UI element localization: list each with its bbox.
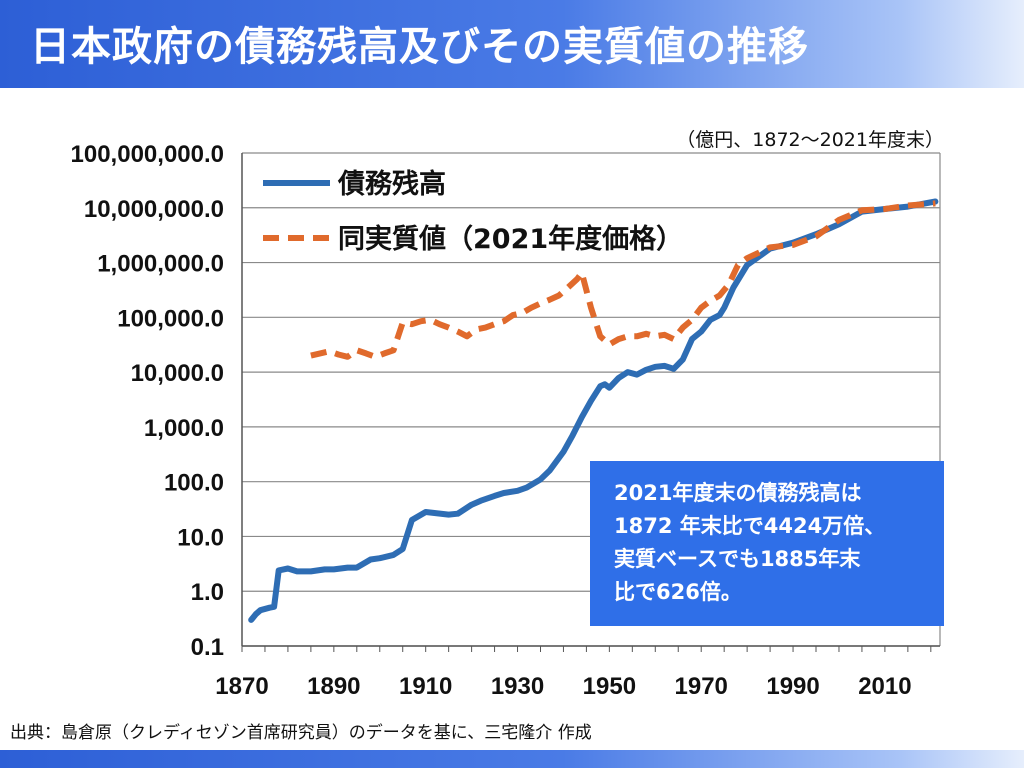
legend-label: 同実質値（2021年度価格） xyxy=(338,223,683,255)
x-tick-label: 1970 xyxy=(675,673,728,700)
x-tick-label: 2010 xyxy=(858,673,911,700)
x-tick-label: 1910 xyxy=(399,673,452,700)
x-tick-label: 1950 xyxy=(583,673,636,700)
y-tick-label: 1.0 xyxy=(191,579,224,606)
callout-line: 比で626倍。 xyxy=(614,580,742,604)
y-tick-label: 1,000.0 xyxy=(144,415,224,442)
x-tick-label: 1870 xyxy=(215,673,268,700)
y-tick-label: 10.0 xyxy=(177,524,224,551)
y-tick-label: 100,000.0 xyxy=(117,305,224,332)
legend-label: 債務残高 xyxy=(337,168,446,200)
series-line-real xyxy=(310,200,936,360)
series-layer xyxy=(248,198,939,623)
x-tick-label: 1890 xyxy=(307,673,360,700)
y-tick-label: 10,000,000.0 xyxy=(84,196,224,223)
unit-note: （億円、1872〜2021年度末） xyxy=(676,129,944,151)
callout-line: 2021年度末の債務残高は xyxy=(614,481,862,505)
y-tick-label: 0.1 xyxy=(191,634,224,661)
x-tick-label: 1930 xyxy=(491,673,544,700)
callout-box: 2021年度末の債務残高は 1872 年末比で4424万倍、 実質ベースでも18… xyxy=(590,461,944,626)
axis-layer: 0.1 1.0 10.0 100.0 1,000.0 10,000.0 100,000.0 1… xyxy=(71,141,941,700)
x-tick-label: 1990 xyxy=(766,673,819,700)
title-bar: 日本政府の債務残高及びその実質値の推移 xyxy=(0,0,1024,88)
callout-line: 実質ベースでも1885年末 xyxy=(614,547,861,571)
source-note: 出典：島倉原（クレディセゾン首席研究員）のデータを基に、三宅隆介 作成 xyxy=(10,723,592,743)
y-tick-label: 100.0 xyxy=(164,470,224,497)
y-tick-label: 1,000,000.0 xyxy=(97,251,224,278)
callout-line: 1872 年末比で4424万倍、 xyxy=(614,514,886,538)
y-tick-label: 10,000.0 xyxy=(131,360,224,387)
y-tick-label: 100,000,000.0 xyxy=(71,141,224,168)
page-title: 日本政府の債務残高及びその実質値の推移 xyxy=(30,24,809,70)
footer-bar xyxy=(0,750,1024,768)
series-line-nominal xyxy=(248,198,939,623)
